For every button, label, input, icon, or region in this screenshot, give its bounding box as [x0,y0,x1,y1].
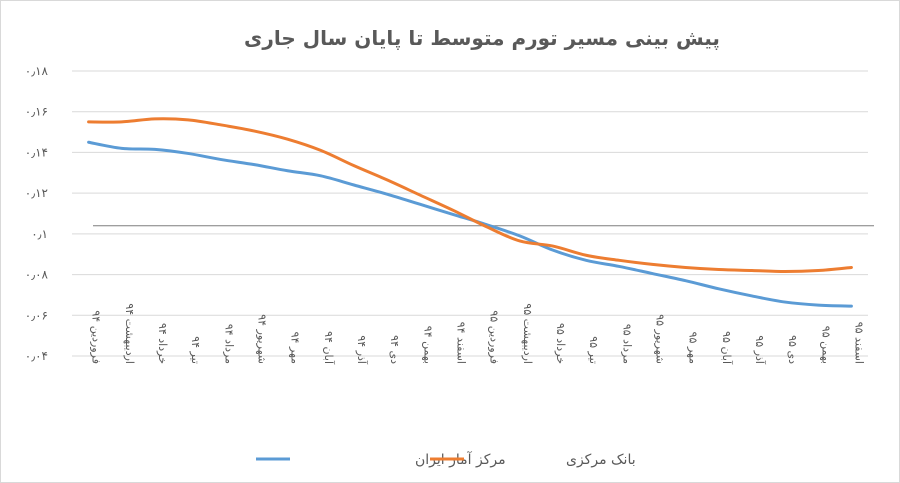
x-axis-ticks: فروردین ۹۴ اردیبهشت ۹۴ خرداد ۹۴ تیر ۹۴ مرداد… [90,303,866,365]
x-tick-label: تیر ۹۵ [587,336,600,364]
x-tick-label: آبان ۹۵ [720,331,734,365]
x-tick-label: دی ۹۴ [388,335,401,364]
x-tick-label: مهر ۹۴ [289,332,302,364]
x-tick-label: شهریور ۹۴ [255,314,268,364]
x-tick-label: بهمن ۹۵ [819,326,832,364]
x-tick-label: مرداد ۹۵ [620,324,633,364]
series-line-central-bank [87,117,853,274]
x-tick-label: بهمن ۹۴ [421,326,434,364]
x-tick-label: آذر ۹۵ [753,335,767,365]
x-tick-label: فروردین ۹۴ [90,310,103,364]
x-tick-label: تیر ۹۴ [189,336,202,364]
y-tick-label: ۰٫۱۸ [25,64,49,78]
x-tick-label: شهریور ۹۵ [653,314,666,364]
legend-label-central-bank: بانک مرکزی [566,452,636,468]
x-tick-label: فروردین ۹۵ [488,310,501,364]
y-axis-ticks: ۰٫۱۸ ۰٫۱۶ ۰٫۱۴ ۰٫۱۲ ۰٫۱ ۰٫۰۸ ۰٫۰۶ ۰٫۰۴ [25,64,49,363]
chart-title: پیش بینی مسیر تورم متوسط تا پایان سال جا… [244,26,720,51]
series-lines [87,117,853,308]
x-tick-label: اسفند ۹۵ [852,322,865,364]
x-tick-label: آذر ۹۴ [355,335,369,365]
x-tick-label: دی ۹۵ [786,335,799,364]
legend: مرکز آمار ایران بانک مرکزی [256,451,636,468]
x-tick-label: آبان ۹۴ [322,331,336,365]
x-tick-label: مرداد ۹۴ [222,324,235,364]
y-tick-label: ۰٫۱۶ [25,105,48,119]
x-tick-label: مهر ۹۵ [687,332,700,364]
y-tick-label: ۰٫۱۴ [25,145,48,159]
y-tick-label: ۰٫۰۶ [25,308,48,322]
y-tick-label: ۰٫۱ [31,227,48,241]
x-tick-label: اردیبهشت ۹۴ [123,303,136,364]
series-line-statistical-center [87,140,853,308]
gridlines [72,70,868,357]
x-tick-label: خرداد ۹۴ [156,323,169,364]
x-tick-label: اسفند ۹۴ [454,322,467,364]
y-tick-label: ۰٫۱۲ [25,186,48,200]
x-tick-label: خرداد ۹۵ [554,323,567,364]
x-tick-label: اردیبهشت ۹۵ [521,303,534,364]
y-tick-label: ۰٫۰۸ [25,268,49,282]
y-tick-label: ۰٫۰۴ [25,349,48,363]
